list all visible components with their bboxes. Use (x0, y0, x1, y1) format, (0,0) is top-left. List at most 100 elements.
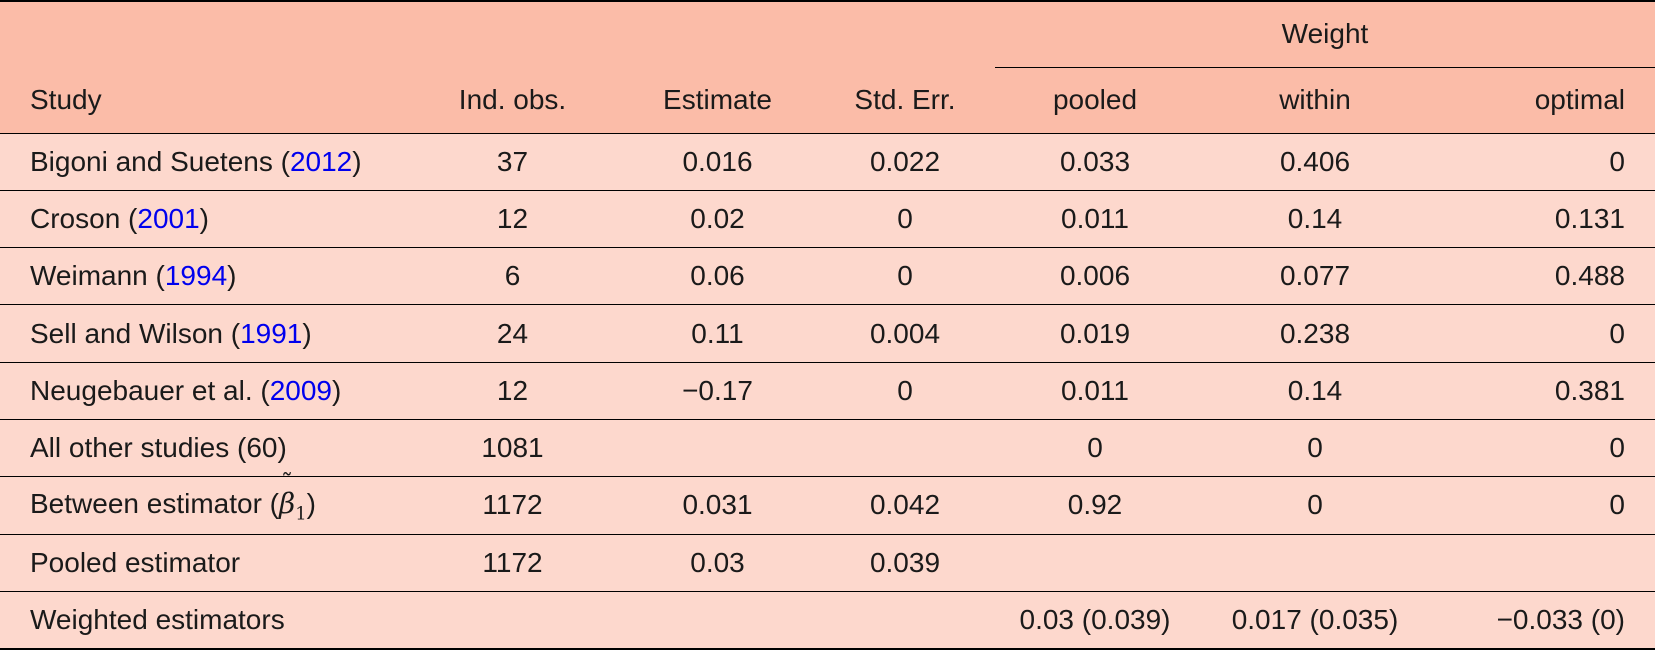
obs-cell: 12 (405, 361, 620, 420)
study-cell: Bigoni and Suetens (2012) (0, 132, 405, 191)
se-cell (815, 590, 995, 650)
estimate-cell: −0.17 (620, 361, 815, 420)
study-suffix: ) (302, 317, 312, 349)
se-cell: 0.004 (815, 304, 995, 363)
study-cell: All other studies (60) (0, 418, 405, 477)
study-name: Sell and Wilson ( (30, 317, 241, 349)
within-cell: 0.077 (1195, 247, 1435, 305)
pooled-cell: 0 (995, 418, 1195, 477)
study-suffix: ) (306, 487, 316, 519)
within-cell: 0.14 (1195, 361, 1435, 420)
within-cell: 0.14 (1195, 189, 1435, 248)
optimal-cell (1435, 533, 1655, 592)
study-name: Weimann ( (30, 260, 165, 292)
table-row: Pooled estimator 1172 0.03 0.039 (0, 533, 1655, 592)
col-header-std-err: Std. Err. (815, 67, 995, 134)
pooled-cell: 0.011 (995, 189, 1195, 248)
optimal-cell: 0.131 (1435, 189, 1655, 248)
study-name: Neugebauer et al. ( (30, 374, 270, 406)
study-name: Between estimator ( (30, 487, 279, 519)
within-cell: 0.017 (0.035) (1195, 590, 1435, 650)
study-name: Bigoni and Suetens ( (30, 145, 290, 177)
header-spacer (0, 0, 995, 67)
obs-cell: 1172 (405, 533, 620, 592)
optimal-cell: 0 (1435, 304, 1655, 363)
col-header-estimate: Estimate (620, 67, 815, 134)
pooled-cell: 0.019 (995, 304, 1195, 363)
estimate-cell (620, 590, 815, 650)
table-row: Weimann (1994) 6 0.06 0 0.006 0.077 0.48… (0, 247, 1655, 305)
obs-cell: 1081 (405, 418, 620, 477)
se-cell: 0.022 (815, 132, 995, 191)
estimate-cell: 0.03 (620, 533, 815, 592)
obs-cell: 37 (405, 132, 620, 191)
citation-link[interactable]: 2012 (289, 145, 353, 177)
col-header-study: Study (0, 67, 405, 134)
table-row: Between estimator (˜ β1) 1172 0.031 0.042… (0, 468, 1655, 535)
study-suffix: ) (352, 145, 362, 177)
obs-cell: 1172 (405, 476, 620, 535)
study-cell: Neugebauer et al. (2009) (0, 361, 405, 420)
pooled-cell: 0.03 (0.039) (995, 590, 1195, 650)
pooled-cell (995, 533, 1195, 592)
beta-tilde-symbol: ˜ β1 (279, 468, 307, 525)
optimal-cell: 0.488 (1435, 247, 1655, 305)
header-row-columns: Study Ind. obs. Estimate Std. Err. poole… (0, 67, 1655, 134)
col-header-within: within (1195, 67, 1435, 134)
optimal-cell: −0.033 (0) (1435, 590, 1655, 650)
study-suffix: ) (332, 374, 342, 406)
estimate-cell: 0.06 (620, 247, 815, 305)
optimal-cell: 0 (1435, 476, 1655, 535)
study-cell: Weimann (1994) (0, 247, 405, 305)
col-header-ind-obs: Ind. obs. (405, 67, 620, 134)
estimate-cell: 0.02 (620, 189, 815, 248)
citation-link[interactable]: 1991 (240, 317, 303, 349)
table-body: Bigoni and Suetens (2012) 37 0.016 0.022… (0, 132, 1655, 650)
col-header-pooled: pooled (995, 67, 1195, 134)
table-row: Croson (2001) 12 0.02 0 0.011 0.14 0.131 (0, 189, 1655, 248)
study-cell: Sell and Wilson (1991) (0, 304, 405, 363)
citation-link[interactable]: 2001 (137, 202, 200, 234)
se-cell: 0.042 (815, 476, 995, 535)
obs-cell: 24 (405, 304, 620, 363)
se-cell: 0.039 (815, 533, 995, 592)
optimal-cell: 0.381 (1435, 361, 1655, 420)
estimate-cell: 0.016 (620, 132, 815, 191)
se-cell: 0 (815, 361, 995, 420)
col-header-optimal: optimal (1435, 67, 1655, 134)
optimal-cell: 0 (1435, 418, 1655, 477)
se-cell: 0 (815, 247, 995, 305)
header-row-group: Weight (0, 0, 1655, 68)
study-suffix: ) (199, 202, 209, 234)
table-row: Neugebauer et al. (2009) 12 −0.17 0 0.01… (0, 361, 1655, 420)
pooled-cell: 0.011 (995, 361, 1195, 420)
study-cell: Pooled estimator (0, 533, 405, 592)
estimate-cell (620, 418, 815, 477)
study-name: Croson ( (30, 202, 138, 234)
estimate-cell: 0.11 (620, 304, 815, 363)
table-row: Sell and Wilson (1991) 24 0.11 0.004 0.0… (0, 304, 1655, 363)
table-row: Weighted estimators 0.03 (0.039) 0.017 (… (0, 590, 1655, 650)
obs-cell: 6 (405, 247, 620, 305)
pooled-cell: 0.92 (995, 476, 1195, 535)
study-cell: Between estimator (˜ β1) (0, 468, 405, 535)
weight-group-header: Weight (995, 0, 1655, 68)
within-cell: 0 (1195, 418, 1435, 477)
table-row: Bigoni and Suetens (2012) 37 0.016 0.022… (0, 132, 1655, 191)
optimal-cell: 0 (1435, 132, 1655, 191)
obs-cell (405, 590, 620, 650)
study-cell: Weighted estimators (0, 590, 405, 650)
citation-link[interactable]: 2009 (269, 374, 333, 406)
table-header: Weight Study Ind. obs. Estimate Std. Err… (0, 0, 1655, 134)
obs-cell: 12 (405, 189, 620, 248)
pooled-cell: 0.033 (995, 132, 1195, 191)
study-cell: Croson (2001) (0, 189, 405, 248)
citation-link[interactable]: 1994 (164, 260, 228, 292)
within-cell: 0.406 (1195, 132, 1435, 191)
table-row: All other studies (60) 1081 0 0 0 (0, 418, 1655, 477)
study-suffix: ) (227, 260, 237, 292)
within-cell (1195, 533, 1435, 592)
se-cell: 0 (815, 189, 995, 248)
